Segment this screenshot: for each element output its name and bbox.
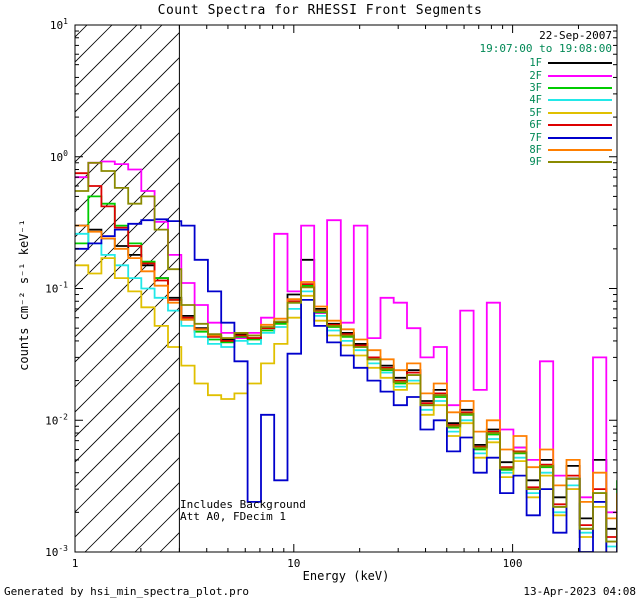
series-5F <box>75 257 617 552</box>
legend-line-swatch <box>548 62 612 65</box>
legend-line-swatch <box>548 124 612 127</box>
legend-line-swatch <box>548 74 612 77</box>
series-9F <box>75 161 617 543</box>
legend-item-1F: 1F <box>529 57 612 69</box>
series-7F <box>75 218 617 552</box>
y-axis-label: counts cm⁻² s⁻¹ keV⁻¹ <box>17 219 31 371</box>
y-tick-label: 101 <box>50 17 68 32</box>
legend-line-swatch <box>548 99 612 102</box>
legend-label: 1F <box>529 57 542 70</box>
legend-line-swatch <box>548 86 612 89</box>
attenuator-note: Att A0, FDecim 1 <box>180 510 286 523</box>
plot-annotations: Includes Background Att A0, FDecim 1 <box>180 499 306 523</box>
legend-item-5F: 5F <box>529 107 612 119</box>
generation-timestamp: 13-Apr-2023 04:08 <box>523 585 636 598</box>
legend-item-9F: 9F <box>529 156 612 168</box>
legend-item-6F: 6F <box>529 119 612 131</box>
y-tick-label: 10-3 <box>45 544 68 559</box>
observation-datetime: 22-Sep-2007 19:07:00 to 19:08:00 <box>480 29 612 55</box>
observation-date: 22-Sep-2007 <box>539 29 612 42</box>
legend-item-4F: 4F <box>529 94 612 106</box>
legend-label: 3F <box>529 81 542 94</box>
background-note: Includes Background <box>180 498 306 511</box>
legend-line-swatch <box>548 136 612 139</box>
legend-line-swatch <box>548 161 612 164</box>
observation-time-range: 19:07:00 to 19:08:00 <box>479 42 612 55</box>
legend-label: 5F <box>529 106 542 119</box>
plot-title: Count Spectra for RHESSI Front Segments <box>157 3 483 18</box>
detector-legend: 1F 2F 3F 4F 5F 6F 7F 8F 9F <box>529 57 612 169</box>
x-axis-label: Energy (keV) <box>302 569 390 583</box>
legend-item-7F: 7F <box>529 131 612 144</box>
legend-label: 7F <box>529 131 542 144</box>
series-1F <box>75 224 617 530</box>
spectra-series <box>75 160 617 552</box>
legend-item-2F: 2F <box>529 69 612 82</box>
legend-label: 2F <box>529 69 542 82</box>
legend-label: 6F <box>529 119 542 132</box>
legend-label: 9F <box>529 156 542 169</box>
x-tick-label: 1 <box>72 557 79 570</box>
generated-by-note: Generated by hsi_min_spectra_plot.pro <box>4 585 250 598</box>
legend-item-8F: 8F <box>529 144 612 156</box>
x-tick-label: 10 <box>287 557 300 570</box>
y-tick-label: 100 <box>50 149 68 164</box>
legend-label: 8F <box>529 143 542 156</box>
y-tick-label: 10-2 <box>45 412 68 427</box>
y-tick-label: 10-1 <box>45 281 68 296</box>
legend-line-swatch <box>548 148 612 151</box>
series-8F <box>75 224 617 520</box>
legend-line-swatch <box>548 111 612 114</box>
x-tick-label: 100 <box>503 557 523 570</box>
legend-label: 4F <box>529 94 542 107</box>
legend-item-3F: 3F <box>529 82 612 94</box>
